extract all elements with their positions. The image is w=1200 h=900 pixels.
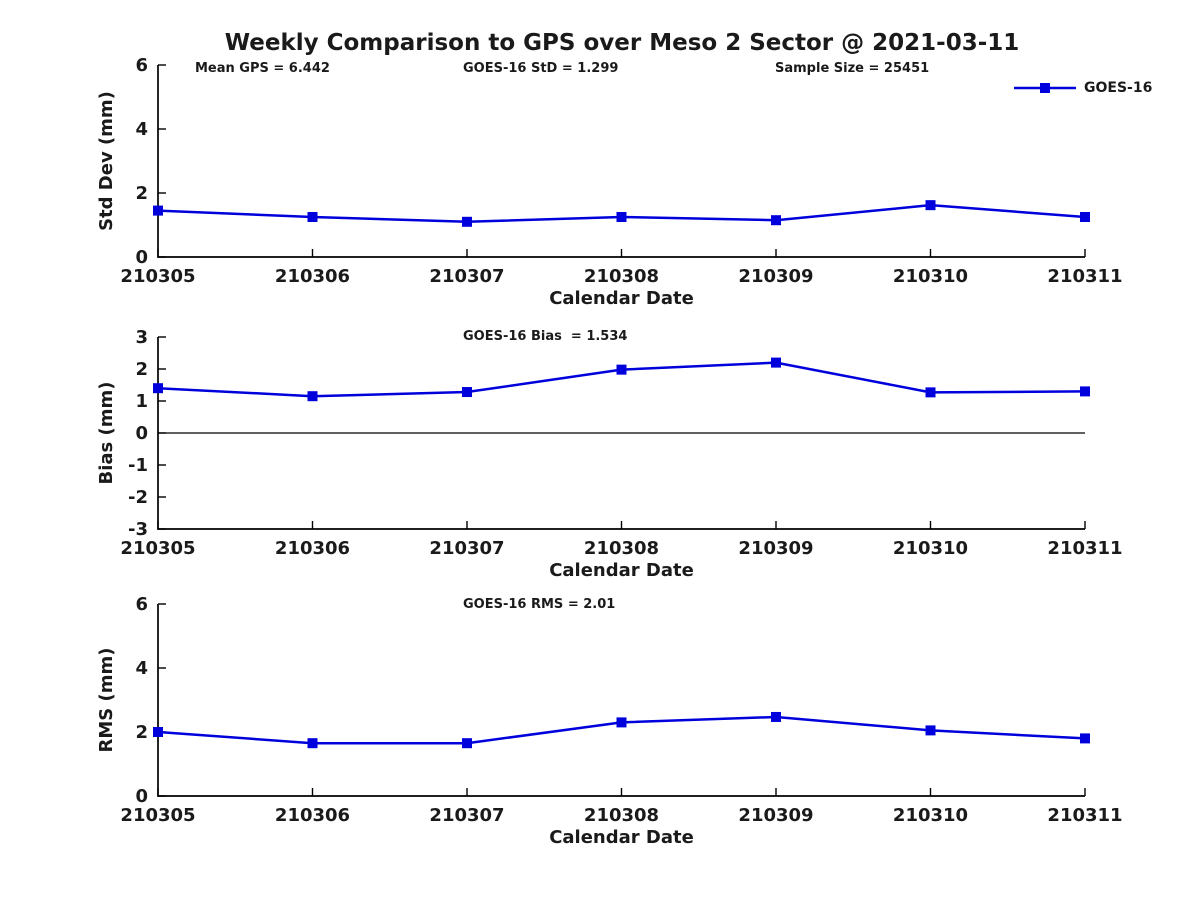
x-axis-title: Calendar Date bbox=[549, 560, 694, 581]
x-tick-label: 210309 bbox=[738, 805, 813, 826]
y-tick-label: 0 bbox=[135, 786, 148, 807]
x-tick-label: 210310 bbox=[893, 805, 968, 826]
x-tick-label: 210310 bbox=[893, 266, 968, 287]
annotation-goes16-std: GOES-16 StD = 1.299 bbox=[463, 61, 619, 76]
x-tick-label: 210309 bbox=[738, 538, 813, 559]
annotation-mean-gps: Mean GPS = 6.442 bbox=[195, 61, 330, 76]
x-tick-label: 210307 bbox=[429, 266, 504, 287]
data-point-marker bbox=[616, 212, 627, 222]
x-axis-title: Calendar Date bbox=[549, 827, 694, 848]
y-tick-label: 0 bbox=[135, 423, 148, 444]
data-point-marker bbox=[462, 738, 472, 749]
y-tick-label: 2 bbox=[135, 722, 148, 743]
data-point-marker bbox=[925, 725, 936, 736]
x-tick-label: 210311 bbox=[1047, 538, 1122, 559]
data-point-marker bbox=[153, 727, 163, 737]
y-tick-label: 1 bbox=[135, 391, 148, 412]
y-axis-title: RMS (mm) bbox=[96, 648, 117, 753]
subplot-stddev: 0 2 4 6 210305 210306 210307 210308 210309 210310… bbox=[96, 55, 1123, 309]
subplot-rms: 0 2 4 6 210305 210306 210307 210308 210309 210310… bbox=[96, 594, 1123, 848]
figure-title: Weekly Comparison to GPS over Meso 2 Sec… bbox=[224, 30, 1020, 56]
x-tick-label: 210305 bbox=[120, 538, 195, 559]
legend: GOES-16 bbox=[1013, 80, 1152, 96]
data-point-marker bbox=[616, 364, 627, 375]
x-tick-label: 210306 bbox=[275, 538, 350, 559]
y-tick-label: -1 bbox=[128, 455, 148, 476]
data-point-marker bbox=[307, 212, 318, 222]
data-point-marker bbox=[462, 216, 472, 227]
y-tick-label: 6 bbox=[135, 594, 148, 615]
x-tick-label: 210309 bbox=[738, 266, 813, 287]
data-point-marker bbox=[616, 717, 627, 728]
data-point-marker bbox=[1080, 386, 1090, 397]
annotation-goes16-bias: GOES-16 Bias = 1.534 bbox=[463, 329, 628, 344]
y-tick-label: -3 bbox=[128, 519, 148, 540]
annotation-sample-size: Sample Size = 25451 bbox=[775, 61, 930, 76]
data-point-marker bbox=[925, 387, 936, 398]
x-tick-label: 210307 bbox=[429, 538, 504, 559]
data-point-marker bbox=[771, 357, 781, 368]
y-tick-label: 6 bbox=[135, 55, 148, 76]
data-point-marker bbox=[153, 205, 163, 216]
data-point-marker bbox=[153, 383, 163, 394]
x-tick-label: 210306 bbox=[275, 805, 350, 826]
y-axis-title: Std Dev (mm) bbox=[96, 91, 117, 231]
x-tick-label: 210308 bbox=[584, 266, 659, 287]
y-tick-label: 0 bbox=[135, 247, 148, 268]
y-tick-label: 4 bbox=[135, 119, 148, 140]
x-tick-label: 210308 bbox=[584, 538, 659, 559]
data-point-marker bbox=[307, 391, 318, 402]
data-point-marker bbox=[462, 387, 472, 398]
x-tick-label: 210311 bbox=[1047, 805, 1122, 826]
x-tick-label: 210310 bbox=[893, 538, 968, 559]
x-tick-label: 210308 bbox=[584, 805, 659, 826]
x-tick-label: 210311 bbox=[1047, 266, 1122, 287]
y-tick-label: 2 bbox=[135, 183, 148, 204]
y-tick-label: 2 bbox=[135, 359, 148, 380]
x-tick-label: 210306 bbox=[275, 266, 350, 287]
data-point-marker bbox=[307, 738, 318, 749]
legend-series-label: GOES-16 bbox=[1084, 80, 1153, 96]
y-tick-label: 4 bbox=[135, 658, 148, 679]
data-point-marker bbox=[771, 215, 781, 226]
annotation-goes16-rms: GOES-16 RMS = 2.01 bbox=[463, 597, 616, 612]
x-tick-label: 210305 bbox=[120, 805, 195, 826]
y-tick-label: 3 bbox=[135, 327, 148, 348]
data-point-marker bbox=[925, 200, 936, 211]
legend-line-marker-icon bbox=[1014, 83, 1076, 93]
x-tick-label: 210307 bbox=[429, 805, 504, 826]
data-point-marker bbox=[771, 711, 781, 722]
data-point-marker bbox=[1080, 733, 1090, 744]
data-point-marker bbox=[1080, 212, 1090, 222]
x-axis-title: Calendar Date bbox=[549, 288, 694, 309]
y-axis-title: Bias (mm) bbox=[96, 382, 117, 485]
y-tick-label: -2 bbox=[128, 487, 148, 508]
x-tick-label: 210305 bbox=[120, 266, 195, 287]
